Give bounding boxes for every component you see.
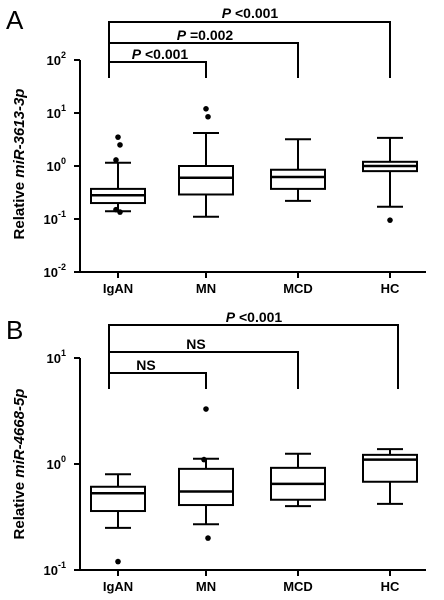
outlier-point xyxy=(203,106,209,112)
panel-a-bracket-hc xyxy=(108,21,391,78)
panel-b-y-axis-label-prefix: Relative xyxy=(11,478,28,540)
outlier-point xyxy=(205,535,211,541)
panel-a-box-mcd xyxy=(270,138,326,202)
panel-a-y-tick-label-0: 102 xyxy=(47,50,66,68)
panel-a-bracket-mn xyxy=(108,61,207,78)
panel-b: B Relative miR-4668-5p 101 100 10-1 IgAN… xyxy=(6,309,426,594)
panel-a-box-igan xyxy=(90,134,146,215)
panel-a-comparisons: P <0.001 P =0.002 P <0.001 xyxy=(108,5,391,78)
panel-b-x-tick-label-1: MN xyxy=(196,579,216,594)
panel-a-y-axis-label-gene: miR-3613-3p xyxy=(11,89,28,178)
panel-a-letter: A xyxy=(6,5,24,35)
outlier-point xyxy=(203,406,209,412)
panel-b-y-tick-label-2: 10-1 xyxy=(44,560,66,578)
panel-a-pvalue-mn: P <0.001 xyxy=(132,46,189,62)
panel-a-y-axis-label-prefix: Relative xyxy=(11,178,28,240)
panel-a-pvalue-hc: P <0.001 xyxy=(222,5,279,21)
panel-b-pvalue-hc: P <0.001 xyxy=(226,309,283,325)
panel-a-x-tick-label-2: MCD xyxy=(283,281,313,296)
panel-b-x-tick-label-0: IgAN xyxy=(103,579,133,594)
box-iqr xyxy=(178,165,234,196)
panel-a-y-tick-label-3: 10-1 xyxy=(44,209,66,227)
panel-b-box-igan xyxy=(90,473,146,565)
panel-a-box-hc xyxy=(362,136,418,223)
panel-b-pvalue-mn: NS xyxy=(136,357,155,373)
panel-b-box-hc xyxy=(362,448,418,505)
panel-b-boxes xyxy=(90,406,418,565)
panel-b-bracket-mn xyxy=(108,372,207,389)
panel-a-x-tick-label-1: MN xyxy=(196,281,216,296)
panel-b-box-mn xyxy=(178,406,234,541)
outlier-point xyxy=(115,134,121,140)
panel-a-boxes xyxy=(90,106,418,223)
panel-b-y-tick-label-1: 100 xyxy=(47,454,66,472)
box-iqr xyxy=(270,168,326,190)
outlier-point xyxy=(113,206,119,213)
panel-b-x-tick-label-3: HC xyxy=(381,579,400,594)
box-iqr xyxy=(90,485,146,513)
outlier-point xyxy=(387,217,393,223)
panel-b-y-axis-label-gene: miR-4668-5p xyxy=(11,389,28,478)
box-iqr xyxy=(178,467,234,507)
outlier-point xyxy=(115,558,121,565)
panel-a-y-axis-label: Relative miR-3613-3p xyxy=(11,89,28,240)
panel-b-x-tick-label-2: MCD xyxy=(283,579,313,594)
outlier-point xyxy=(205,113,211,120)
panel-b-box-mcd xyxy=(270,452,326,508)
panel-a-y-tick-label-4: 10-2 xyxy=(44,262,66,280)
panel-b-x-ticks: IgAN MN MCD HC xyxy=(103,570,400,594)
panel-a-box-mn xyxy=(178,106,234,218)
outlier-point xyxy=(201,456,207,463)
panel-a-y-tick-label-2: 100 xyxy=(47,156,66,174)
panel-b-letter: B xyxy=(6,315,23,345)
panel-b-comparisons: NS NS P <0.001 xyxy=(108,309,399,389)
panel-b-pvalue-mcd: NS xyxy=(186,336,205,352)
panel-b-y-tick-label-0: 101 xyxy=(47,348,66,366)
panel-b-y-axis-label: Relative miR-4668-5p xyxy=(11,389,28,540)
outlier-point xyxy=(117,142,123,148)
panel-a-x-tick-label-0: IgAN xyxy=(103,281,133,296)
panel-a-pvalue-mcd: P =0.002 xyxy=(177,27,234,43)
panel-a-y-tick-label-1: 101 xyxy=(47,103,66,121)
panel-a-x-tick-label-3: HC xyxy=(381,281,400,296)
panel-b-y-ticks: 101 100 10-1 xyxy=(44,348,80,578)
outlier-point xyxy=(113,157,119,163)
panel-b-bracket-hc xyxy=(108,324,399,389)
panel-a-x-ticks: IgAN MN MCD HC xyxy=(103,272,400,296)
panel-a: A Relative miR-3613-3p 102 101 100 10-1 … xyxy=(6,5,426,296)
panel-a-y-ticks: 102 101 100 10-1 10-2 xyxy=(44,50,80,280)
